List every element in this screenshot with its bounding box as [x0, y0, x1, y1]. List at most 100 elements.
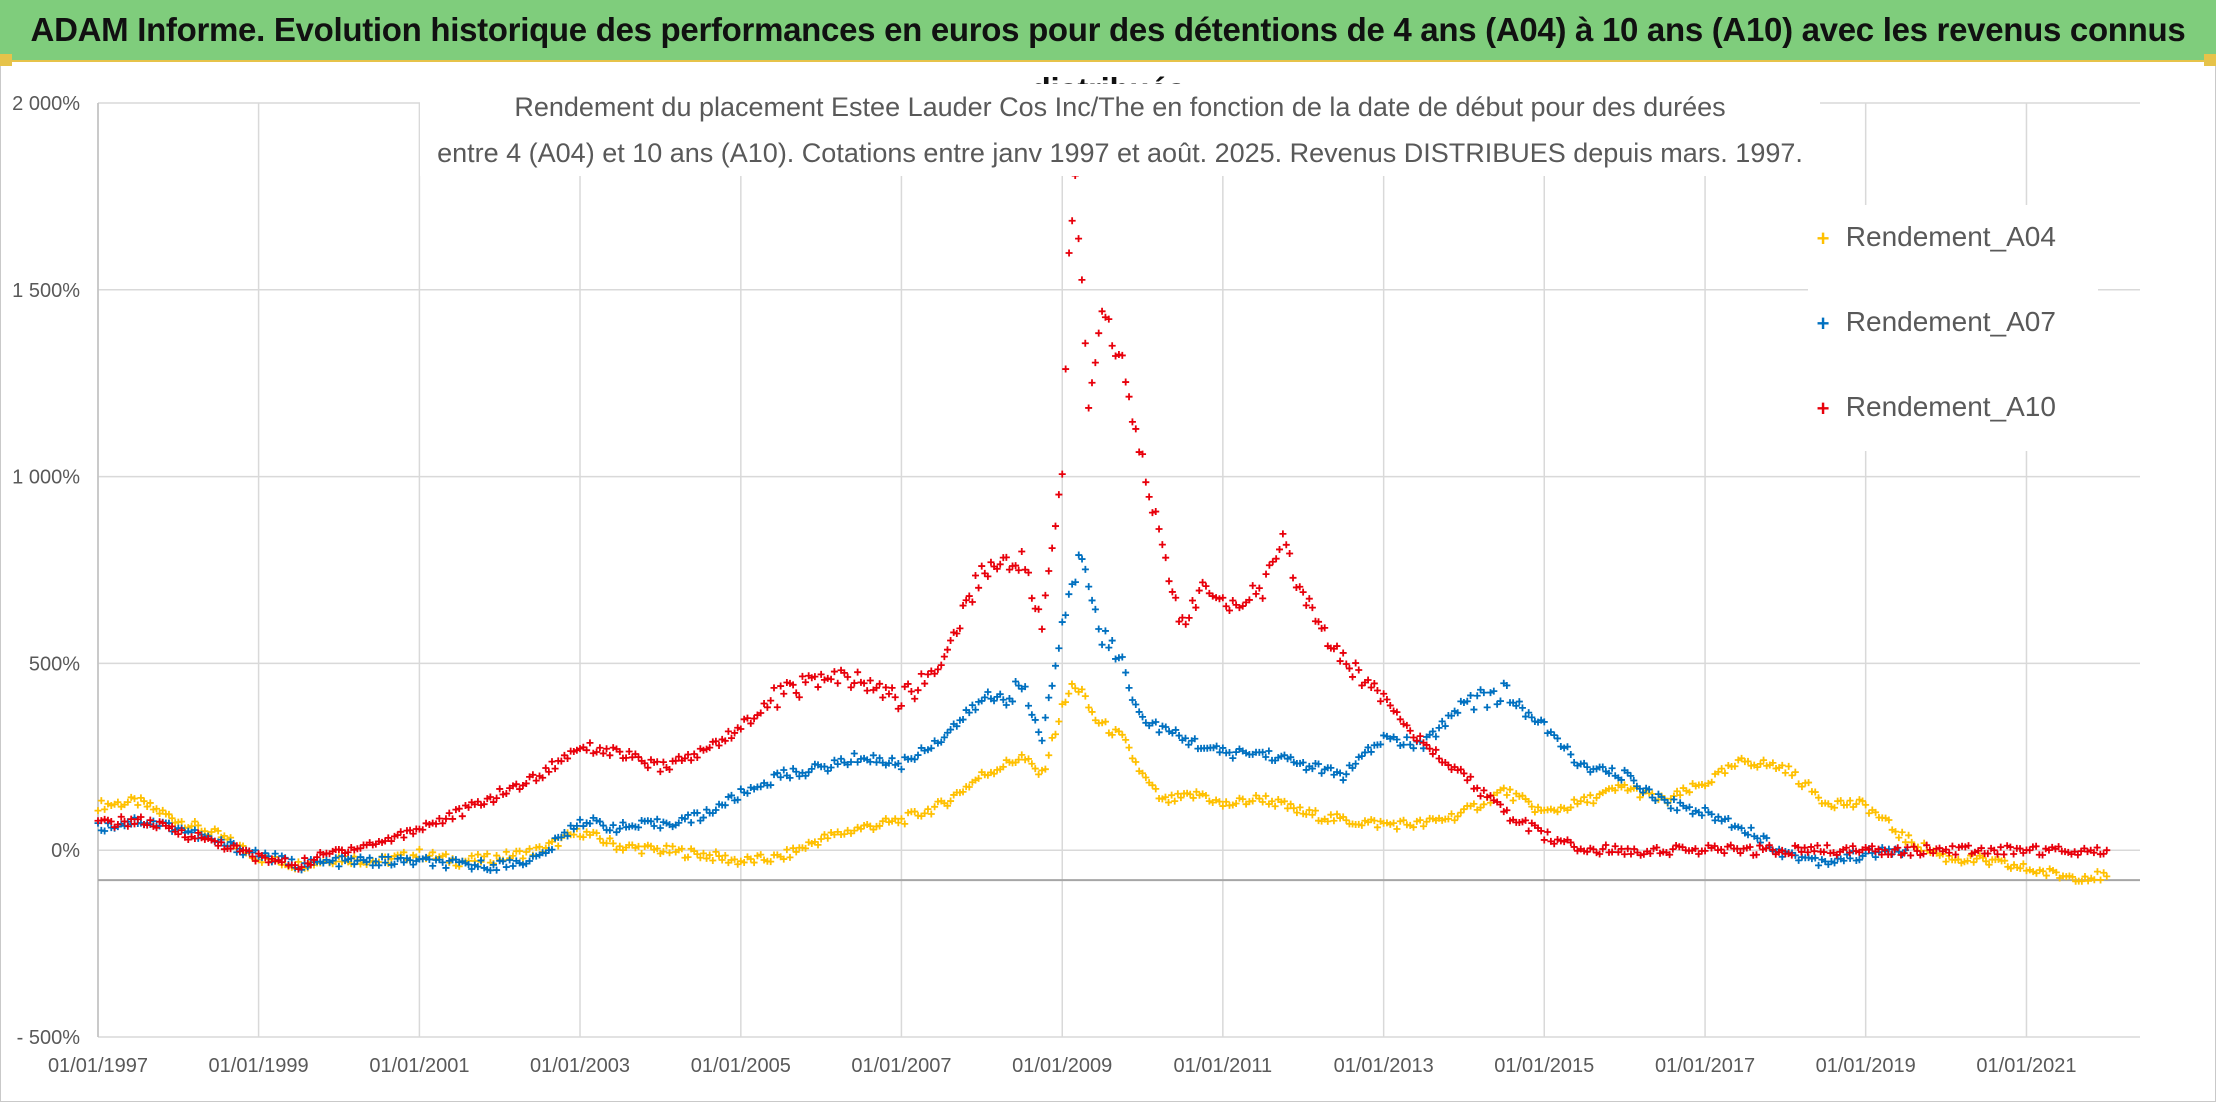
data-point-marker — [727, 734, 735, 742]
data-point-marker — [1525, 709, 1533, 717]
data-point-marker — [757, 709, 765, 717]
data-point-marker — [1970, 858, 1978, 866]
data-point-marker — [397, 854, 405, 862]
data-point-marker — [2074, 851, 2082, 859]
data-point-marker — [1174, 790, 1182, 798]
data-point-marker — [786, 853, 794, 861]
data-point-marker — [1002, 553, 1010, 561]
data-point-marker — [1025, 569, 1033, 577]
data-point-marker — [593, 817, 601, 825]
data-point-marker — [731, 729, 739, 737]
data-point-marker — [1175, 618, 1183, 626]
data-point-marker — [97, 797, 105, 805]
data-point-marker — [573, 822, 581, 830]
data-point-marker — [1865, 809, 1873, 817]
data-point-marker — [1225, 607, 1233, 615]
data-point-marker — [817, 835, 825, 843]
data-point-marker — [1148, 781, 1156, 789]
data-point-marker — [1380, 690, 1388, 698]
data-point-marker — [1299, 758, 1307, 766]
data-point-marker — [827, 675, 835, 683]
data-point-marker — [1055, 644, 1063, 652]
data-point-marker — [188, 822, 196, 830]
data-point-marker — [168, 814, 176, 822]
data-point-marker — [921, 809, 929, 817]
data-point-marker — [1753, 834, 1761, 842]
data-point-marker — [1380, 731, 1388, 739]
data-point-marker — [1673, 806, 1681, 814]
data-point-marker — [763, 703, 771, 711]
data-point-marker — [1460, 805, 1468, 813]
data-point-marker — [681, 754, 689, 762]
chart-title: Rendement du placement Estee Lauder Cos … — [420, 84, 1820, 176]
data-point-marker — [1031, 765, 1039, 773]
data-point-marker — [1467, 691, 1475, 699]
data-point-marker — [1810, 847, 1818, 855]
data-point-marker — [107, 817, 115, 825]
data-point-marker — [1544, 828, 1552, 836]
data-point-marker — [1071, 578, 1079, 586]
data-point-marker — [1670, 796, 1678, 804]
data-point-marker — [1602, 841, 1610, 849]
data-point-marker — [363, 858, 371, 866]
data-point-marker — [830, 756, 838, 764]
data-point-marker — [1791, 768, 1799, 776]
data-point-marker — [1182, 620, 1190, 628]
data-point-marker — [1701, 847, 1709, 855]
data-point-marker — [1105, 315, 1113, 323]
data-point-marker — [1078, 276, 1086, 284]
data-point-marker — [1364, 676, 1372, 684]
data-point-marker — [876, 680, 884, 688]
data-point-marker — [519, 854, 527, 862]
data-point-marker — [1846, 849, 1854, 857]
data-point-marker — [847, 758, 855, 766]
data-point-marker — [1393, 825, 1401, 833]
data-point-marker — [143, 821, 151, 829]
data-point-marker — [335, 862, 343, 870]
data-point-marker — [931, 670, 939, 678]
data-point-marker — [753, 852, 761, 860]
data-point-marker — [1287, 753, 1295, 761]
data-point-marker — [1708, 810, 1716, 818]
data-point-marker — [2100, 850, 2108, 858]
data-point-marker — [281, 854, 289, 862]
data-point-marker — [2016, 864, 2024, 872]
data-point-marker — [1177, 794, 1185, 802]
data-point-marker — [1296, 803, 1304, 811]
data-point-marker — [1721, 769, 1729, 777]
data-point-marker — [1041, 765, 1049, 773]
data-point-marker — [1048, 734, 1056, 742]
data-point-marker — [1098, 719, 1106, 727]
data-point-marker — [400, 848, 408, 856]
data-point-marker — [474, 851, 482, 859]
data-point-marker — [1990, 846, 1998, 854]
data-point-marker — [616, 842, 624, 850]
data-point-marker — [1215, 798, 1223, 806]
data-point-marker — [666, 849, 674, 857]
data-point-marker — [1711, 816, 1719, 824]
data-point-marker — [863, 687, 871, 695]
data-point-marker — [1035, 605, 1043, 613]
data-point-marker — [993, 565, 1001, 573]
data-point-marker — [721, 737, 729, 745]
data-point-marker — [131, 820, 139, 828]
data-point-marker — [2016, 845, 2024, 853]
data-point-marker — [1503, 681, 1511, 689]
data-point-marker — [1738, 824, 1746, 832]
data-point-marker — [1554, 734, 1562, 742]
data-point-marker — [146, 799, 154, 807]
data-point-marker — [496, 785, 504, 793]
data-point-marker — [1997, 843, 2005, 851]
data-point-marker — [1954, 855, 1962, 863]
legend-label-a04: Rendement_A04 — [1845, 221, 2056, 252]
data-point-marker — [1550, 840, 1558, 848]
data-point-marker — [1018, 751, 1026, 759]
data-point-marker — [1132, 700, 1140, 708]
data-point-marker — [1085, 704, 1093, 712]
data-point-marker — [1801, 844, 1809, 852]
data-point-marker — [1005, 566, 1013, 574]
data-point-marker — [1393, 708, 1401, 716]
data-point-marker — [638, 849, 646, 857]
data-point-marker — [1669, 845, 1677, 853]
legend-item-a04: + Rendement_A04 — [1808, 217, 2056, 257]
